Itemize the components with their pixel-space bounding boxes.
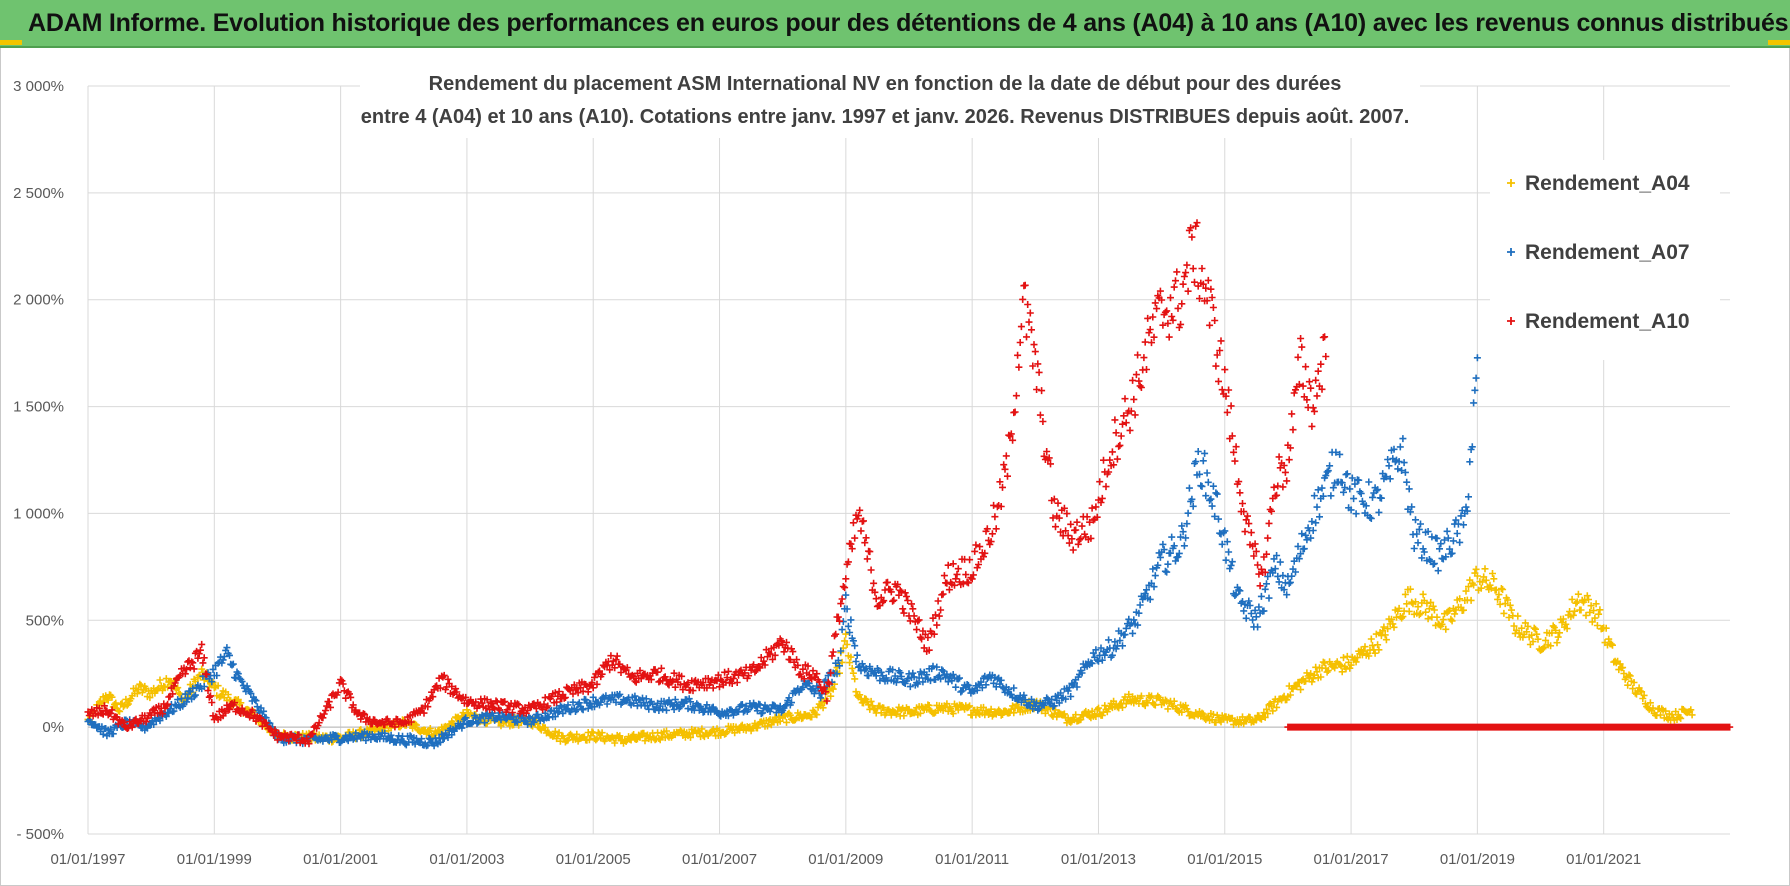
y-tick-label: 500% <box>26 612 64 629</box>
legend-marker <box>1507 317 1515 325</box>
header-banner: ADAM Informe. Evolution historique des p… <box>0 0 1790 48</box>
series-rendement_a10 <box>84 219 1330 748</box>
series-rendement_a10_zero_tail <box>1284 723 1734 731</box>
banner-corner-right <box>1768 40 1790 45</box>
x-tick-label: 01/01/2001 <box>303 851 378 868</box>
x-tick-label: 01/01/2021 <box>1566 851 1641 868</box>
series-markers <box>1284 723 1734 731</box>
legend-label: Rendement_A04 <box>1525 172 1690 195</box>
legend-marker <box>1507 179 1515 187</box>
x-tick-label: 01/01/2007 <box>682 851 757 868</box>
legend-label: Rendement_A07 <box>1525 241 1690 264</box>
gridlines <box>87 85 1730 835</box>
x-tick-label: 01/01/2015 <box>1187 851 1262 868</box>
chart-title-line-2: entre 4 (A04) et 10 ans (A10). Cotations… <box>361 106 1410 128</box>
series-rendement_a07 <box>84 354 1481 750</box>
legend-label: Rendement_A10 <box>1525 310 1690 333</box>
y-tick-label: 0% <box>42 719 64 736</box>
chart-title-line-1: Rendement du placement ASM International… <box>429 73 1342 95</box>
y-tick-label: - 500% <box>16 826 64 843</box>
y-tick-label: 2 500% <box>13 185 64 202</box>
x-tick-label: 01/01/2003 <box>429 851 504 868</box>
x-tick-label: 01/01/2005 <box>556 851 631 868</box>
y-tick-label: 2 000% <box>13 292 64 309</box>
data-series <box>84 219 1734 750</box>
y-tick-label: 1 500% <box>13 399 64 416</box>
series-markers <box>84 354 1481 750</box>
banner-title: ADAM Informe. Evolution historique des p… <box>28 9 1789 37</box>
x-tick-label: 01/01/2013 <box>1061 851 1136 868</box>
y-tick-label: 3 000% <box>13 78 64 95</box>
x-tick-label: 01/01/1997 <box>50 851 125 868</box>
legend: Rendement_A04 Rendement_A07 Rendement_A10 <box>1490 160 1720 360</box>
x-tick-label: 01/01/2011 <box>935 851 1009 868</box>
x-tick-label: 01/01/2019 <box>1440 851 1515 868</box>
x-tick-label: 01/01/2009 <box>808 851 883 868</box>
tick-labels: - 500% 0% 500% 1 000% 1 500% 2 000% 2 500% 3 00… <box>13 78 1641 868</box>
x-tick-label: 01/01/1999 <box>177 851 252 868</box>
series-markers <box>84 219 1330 748</box>
chart-title-background <box>360 62 1420 138</box>
banner-corner-left <box>0 40 22 45</box>
legend-marker <box>1507 248 1515 256</box>
x-tick-label: 01/01/2017 <box>1314 851 1389 868</box>
legend-background <box>1490 160 1720 360</box>
y-tick-label: 1 000% <box>13 505 64 522</box>
